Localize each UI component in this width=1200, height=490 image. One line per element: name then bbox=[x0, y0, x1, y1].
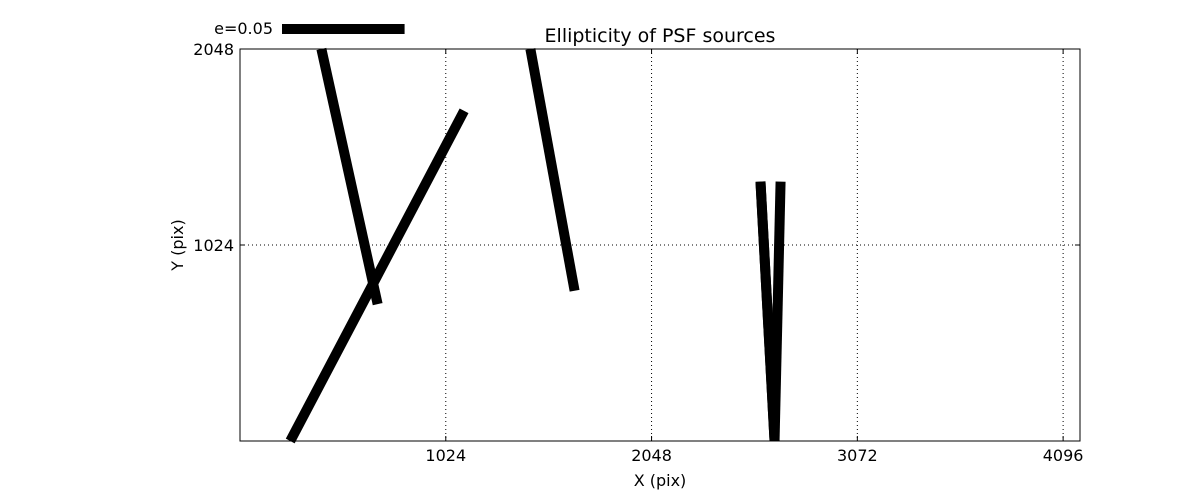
grid-lines bbox=[240, 49, 1080, 441]
ellipticity-stick bbox=[285, 108, 469, 444]
y-tick-label: 2048 bbox=[193, 40, 234, 59]
legend-label: e=0.05 bbox=[214, 19, 273, 38]
axis-ticks bbox=[240, 48, 1080, 441]
legend: e=0.05 bbox=[214, 19, 405, 38]
x-axis-label: X (pix) bbox=[634, 471, 687, 490]
x-tick-label: 3072 bbox=[837, 446, 878, 465]
y-tick-labels: 1024 2048 bbox=[193, 40, 234, 255]
x-tick-labels: 1024 2048 3072 4096 bbox=[425, 446, 1083, 465]
ellipticity-stick bbox=[755, 181, 780, 442]
x-tick-label: 2048 bbox=[631, 446, 672, 465]
x-tick-label: 1024 bbox=[425, 446, 466, 465]
y-axis-label: Y (pix) bbox=[168, 219, 187, 271]
y-tick-label: 1024 bbox=[193, 236, 234, 255]
x-tick-label: 4096 bbox=[1043, 446, 1084, 465]
chart-title: Ellipticity of PSF sources bbox=[545, 25, 776, 47]
ellipticity-stick bbox=[525, 48, 580, 292]
ellipticity-stick bbox=[316, 47, 383, 306]
ellipticity-sticks bbox=[285, 47, 786, 444]
